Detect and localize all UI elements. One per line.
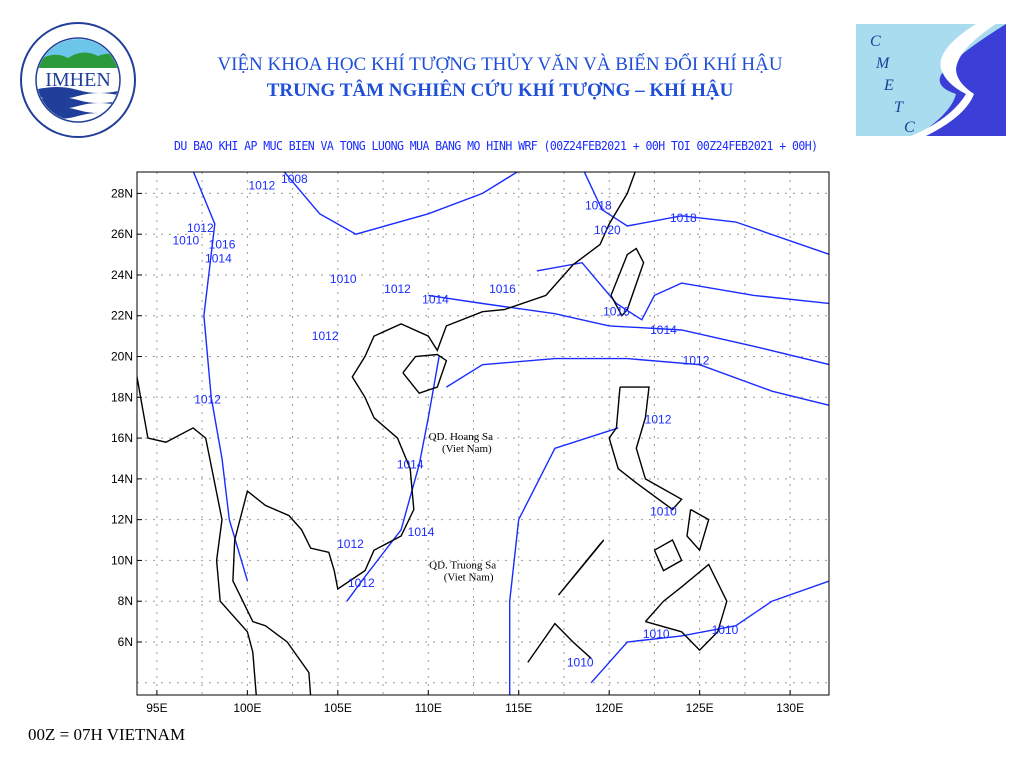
lat-tick-label: 20N [111, 350, 133, 364]
coastline [137, 376, 257, 695]
place-name: QD. Hoang Sa [429, 431, 494, 443]
lat-tick-label: 16N [111, 431, 133, 445]
svg-text:C: C [870, 33, 881, 50]
isobar [590, 580, 829, 684]
coastline [686, 508, 710, 552]
isobar-label: 1020 [594, 223, 621, 237]
isobar-label: 1010 [172, 233, 199, 247]
coastline [644, 563, 728, 652]
place-name: QD. Truong Sa [429, 560, 496, 572]
isobar-label: 1012 [248, 178, 275, 192]
place-country: (Viet Nam) [442, 443, 492, 455]
lon-tick-label: 115E [505, 701, 532, 715]
lat-tick-label: 14N [111, 472, 133, 486]
isobar [583, 172, 829, 256]
lat-tick-label: 6N [118, 635, 133, 649]
coastline [557, 539, 605, 596]
isobar-label: 1016 [209, 237, 236, 251]
isobar [192, 172, 249, 581]
isobar-label: 1012 [683, 354, 710, 368]
isobar-label: 1014 [397, 458, 424, 472]
lat-tick-label: 24N [111, 268, 133, 282]
map-frame [136, 171, 830, 696]
lat-tick-label: 18N [111, 390, 133, 404]
graticule [137, 172, 829, 695]
lat-tick-label: 26N [111, 227, 133, 241]
isobar-label: 1016 [489, 282, 516, 296]
lon-tick-label: 110E [415, 701, 442, 715]
isobar-label: 1010 [650, 504, 677, 518]
lat-tick-label: 12N [111, 513, 133, 527]
isobar-label: 1010 [643, 627, 670, 641]
isobar-label: 1014 [205, 252, 232, 266]
isobar-label: 1010 [330, 272, 357, 286]
isobar [283, 172, 519, 235]
lat-tick-label: 22N [111, 309, 133, 323]
institute-title: VIỆN KHOA HỌC KHÍ TƯỢNG THỦY VĂN VÀ BIẾN… [217, 54, 783, 75]
isobar-label: 1014 [422, 292, 449, 306]
logo-text: IMHEN [45, 69, 111, 91]
isobar-label: 1018 [585, 199, 612, 213]
isobar-label: 1012 [348, 576, 375, 590]
coastline [232, 172, 636, 695]
lon-tick-label: 120E [595, 701, 623, 715]
coastline [653, 539, 683, 572]
coastline [527, 622, 592, 663]
isobar-label: 1012 [194, 392, 221, 406]
coastlines [137, 172, 728, 695]
isobar-label: 1012 [645, 413, 672, 427]
isobar-lines [192, 172, 829, 695]
place-country: (Viet Nam) [444, 572, 494, 584]
map-subtitle: DU BAO KHI AP MUC BIEN VA TONG LUONG MUA… [174, 138, 818, 153]
isobar-label: 1008 [281, 172, 308, 186]
isobar-label: 1018 [670, 211, 697, 225]
lat-tick-label: 28N [111, 186, 133, 200]
svg-text:C: C [904, 119, 915, 136]
lon-tick-label: 125E [686, 701, 714, 715]
coastline [402, 353, 448, 395]
isobar-label: 1014 [650, 323, 677, 337]
isobar-label: 1010 [712, 623, 739, 637]
isobar-label: 1014 [408, 525, 435, 539]
isobar-label: 1016 [603, 305, 630, 319]
svg-text:T: T [894, 99, 904, 116]
lon-tick-label: 105E [324, 701, 352, 715]
isobar-label: 1012 [337, 537, 364, 551]
isobar [536, 261, 829, 321]
center-title: TRUNG TÂM NGHIÊN CỨU KHÍ TƯỢNG – KHÍ HẬU [266, 80, 734, 101]
place-labels: QD. Hoang Sa(Viet Nam)QD. Truong Sa(Viet… [429, 431, 497, 583]
coastline [610, 247, 645, 317]
isobar-label: 1012 [312, 329, 339, 343]
isobar-label: 1010 [567, 655, 594, 669]
svg-text:M: M [875, 55, 891, 72]
lat-tick-label: 8N [118, 594, 133, 608]
axis-ticks: 95E 100E 105E 110E 115E 120E 125E 130E 6N 8N 10N 12… [111, 186, 804, 715]
imhen-logo: IMHEN [20, 22, 136, 138]
timezone-note: 00Z = 07H VIETNAM [28, 725, 186, 744]
lon-tick-label: 95E [146, 701, 167, 715]
isobar [428, 294, 829, 366]
isobar-label: 1012 [384, 282, 411, 296]
coastline [608, 386, 683, 511]
lon-tick-label: 130E [776, 701, 804, 715]
lat-tick-label: 10N [111, 553, 133, 567]
isobar [346, 356, 440, 602]
lon-tick-label: 100E [233, 701, 261, 715]
isobar-label: 1012 [187, 221, 214, 235]
svg-text:E: E [883, 77, 894, 94]
isobar [446, 357, 829, 406]
isobar [509, 427, 619, 695]
